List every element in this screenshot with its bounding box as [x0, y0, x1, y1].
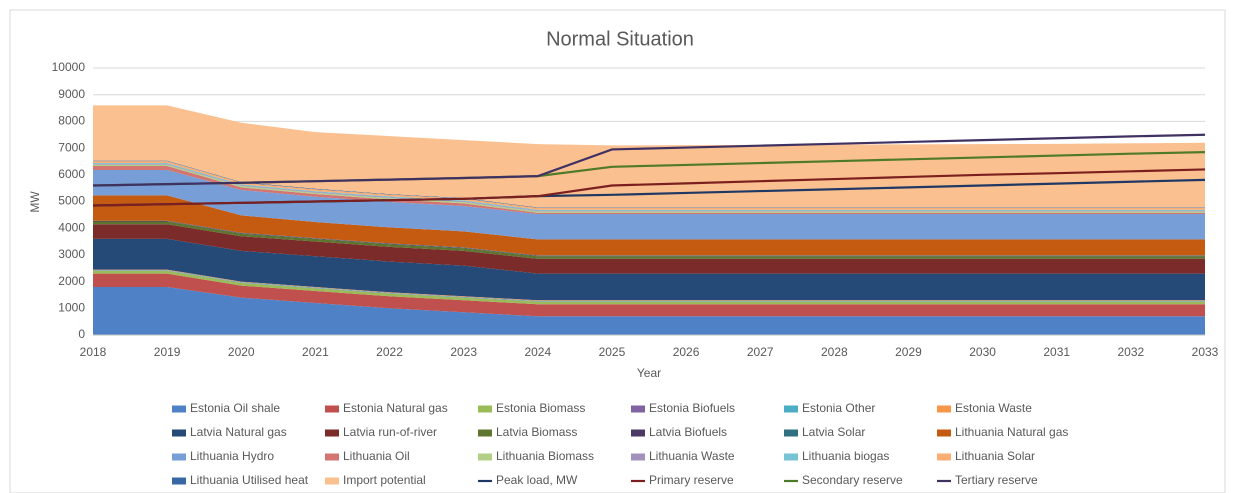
legend-swatch	[784, 429, 798, 437]
legend-swatch	[937, 429, 951, 437]
legend-label: Latvia run-of-river	[343, 425, 437, 439]
legend-swatch	[937, 453, 951, 461]
x-tick-label: 2033	[1192, 345, 1219, 359]
legend-swatch	[172, 429, 186, 437]
x-tick-label: 2022	[376, 345, 403, 359]
y-tick-label: 0	[78, 327, 85, 341]
x-tick-label: 2027	[747, 345, 774, 359]
x-tick-label: 2026	[673, 345, 700, 359]
legend-swatch	[172, 453, 186, 461]
legend-swatch	[478, 429, 492, 437]
chart-title: Normal Situation	[546, 28, 694, 50]
legend-label: Estonia Waste	[955, 401, 1032, 415]
legend-label: Lithuania Utilised heat	[190, 473, 309, 487]
legend-swatch	[631, 405, 645, 413]
area	[93, 220, 1205, 257]
legend-label: Lithuania Hydro	[190, 449, 274, 463]
y-tick-label: 7000	[58, 140, 85, 154]
x-tick-label: 2025	[599, 345, 626, 359]
legend-label: Peak load, MW	[496, 473, 578, 487]
y-tick-label: 3000	[58, 247, 85, 261]
y-tick-label: 10000	[52, 60, 86, 74]
legend-label: Lithuania biogas	[802, 449, 889, 463]
area	[93, 169, 1205, 240]
legend-label: Latvia Natural gas	[190, 425, 287, 439]
legend-label: Latvia Biomass	[496, 425, 577, 439]
y-tick-label: 9000	[58, 87, 85, 101]
area	[93, 286, 1205, 335]
legend-label: Estonia Oil shale	[190, 401, 280, 415]
y-tick-label: 5000	[58, 194, 85, 208]
x-tick-label: 2028	[821, 345, 848, 359]
legend-swatch	[478, 453, 492, 461]
x-tick-label: 2024	[524, 345, 551, 359]
legend-swatch	[631, 429, 645, 437]
legend-label: Latvia Solar	[802, 425, 865, 439]
legend-label: Import potential	[343, 473, 426, 487]
x-tick-label: 2021	[302, 345, 329, 359]
legend-label: Secondary reserve	[802, 473, 903, 487]
legend-label: Latvia Biofuels	[649, 425, 727, 439]
x-tick-label: 2019	[154, 345, 181, 359]
x-tick-label: 2023	[450, 345, 477, 359]
legend-swatch	[172, 477, 186, 485]
legend-swatch	[172, 405, 186, 413]
area	[93, 195, 1205, 256]
legend-label: Tertiary reserve	[955, 473, 1038, 487]
x-tick-label: 2018	[80, 345, 107, 359]
legend-label: Estonia Biomass	[496, 401, 585, 415]
legend-swatch	[325, 429, 339, 437]
legend-label: Lithuania Natural gas	[955, 425, 1068, 439]
x-tick-label: 2030	[969, 345, 996, 359]
legend-swatch	[325, 477, 339, 485]
legend-label: Lithuania Biomass	[496, 449, 594, 463]
area	[93, 273, 1205, 317]
area	[93, 224, 1205, 274]
line	[92, 133, 1206, 187]
legend-label: Primary reserve	[649, 473, 734, 487]
area	[93, 105, 1205, 208]
line	[92, 168, 1206, 207]
y-tick-label: 6000	[58, 167, 85, 181]
legend-swatch	[937, 405, 951, 413]
x-tick-label: 2031	[1043, 345, 1070, 359]
x-axis-label: Year	[637, 366, 661, 380]
legend-swatch	[478, 405, 492, 413]
legend-swatch	[325, 405, 339, 413]
x-tick-label: 2032	[1118, 345, 1145, 359]
x-tick-label: 2020	[228, 345, 255, 359]
y-tick-label: 1000	[58, 300, 85, 314]
legend-label: Estonia Other	[802, 401, 875, 415]
y-axis-label: MW	[28, 191, 42, 213]
legend-label: Lithuania Waste	[649, 449, 735, 463]
y-tick-label: 8000	[58, 114, 85, 128]
x-tick-label: 2029	[895, 345, 922, 359]
legend-swatch	[631, 453, 645, 461]
legend-swatch	[784, 453, 798, 461]
y-tick-label: 4000	[58, 220, 85, 234]
legend-label: Estonia Natural gas	[343, 401, 448, 415]
area	[93, 238, 1205, 301]
area	[93, 220, 1205, 256]
area	[93, 221, 1205, 259]
legend-label: Lithuania Oil	[343, 449, 410, 463]
legend-label: Estonia Biofuels	[649, 401, 735, 415]
y-tick-label: 2000	[58, 274, 85, 288]
legend-swatch	[784, 405, 798, 413]
legend-label: Lithuania Solar	[955, 449, 1035, 463]
legend-swatch	[325, 453, 339, 461]
